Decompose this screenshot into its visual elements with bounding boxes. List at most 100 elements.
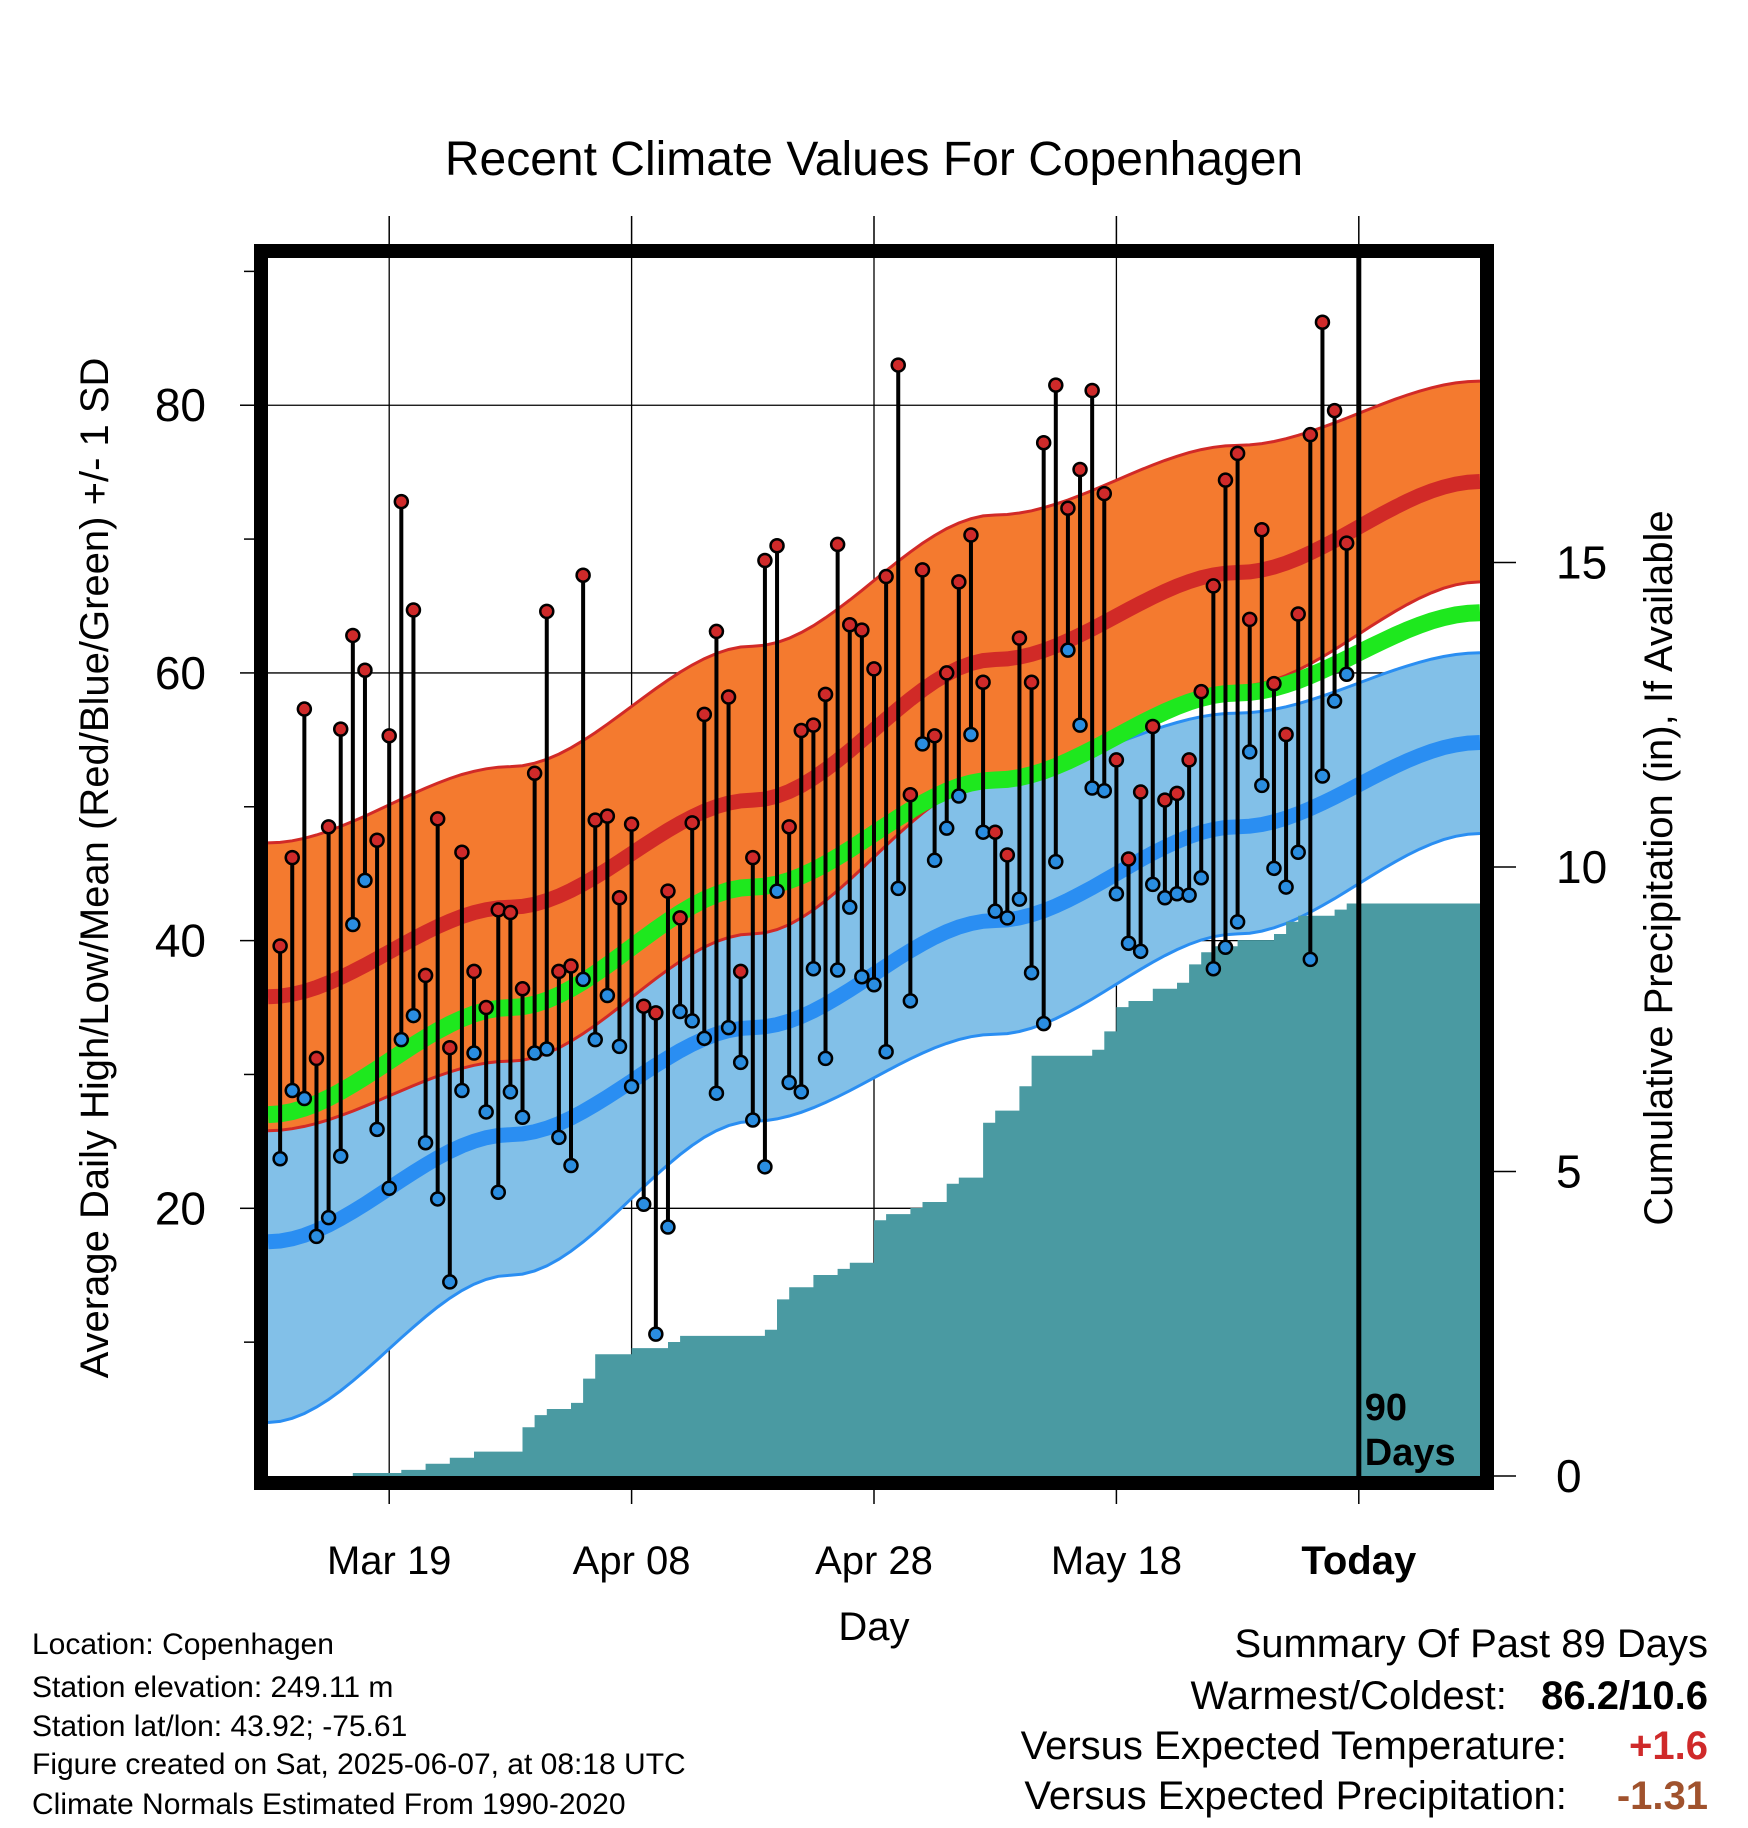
daily-low-point — [308, 1228, 325, 1245]
daily-high-point — [914, 562, 931, 578]
daily-low-point — [1023, 964, 1040, 981]
x-axis-label: Day — [838, 1605, 909, 1649]
daily-low-point — [272, 1151, 288, 1167]
daily-high-point — [866, 661, 882, 677]
daily-low-point — [914, 736, 931, 752]
daily-high-point — [514, 981, 531, 997]
y2-tick-label: 0 — [1556, 1450, 1582, 1502]
daily-low-point — [805, 960, 822, 977]
plot-frame — [254, 244, 1494, 1490]
daily-high-point — [757, 552, 773, 569]
daily-high-point — [1254, 521, 1270, 538]
daily-low-point — [793, 1084, 810, 1100]
daily-low-point — [672, 1003, 688, 1020]
daily-low-point — [1229, 914, 1246, 930]
daily-low-point — [1048, 853, 1064, 870]
daily-high-point — [1278, 726, 1294, 743]
daily-low-point — [1266, 860, 1282, 877]
temp-vs-expected-label: Versus Expected Temperature: — [1020, 1724, 1567, 1768]
daily-high-point — [1193, 683, 1209, 700]
daily-high-point — [1157, 792, 1173, 808]
summary-title: Summary Of Past 89 Days — [1234, 1622, 1708, 1666]
daily-low-point — [587, 1031, 603, 1048]
summary-warmest-coldest: Warmest/Coldest: 86.2/10.6 — [1191, 1676, 1709, 1716]
daily-low-point — [369, 1121, 385, 1138]
daily-low-point — [732, 1054, 749, 1071]
daily-high-point — [732, 963, 749, 980]
daily-low-point — [1060, 642, 1076, 658]
daily-high-point — [1338, 535, 1355, 551]
daily-low-point — [502, 1084, 519, 1100]
daily-high-point — [599, 808, 616, 824]
daily-high-point — [1023, 674, 1040, 691]
y2-tick-label: 5 — [1556, 1146, 1582, 1198]
summary-precipitation: Versus Expected Precipitation: -1.31 — [1024, 1776, 1708, 1816]
daily-high-point — [405, 602, 422, 618]
daily-high-point — [817, 686, 834, 703]
daily-high-point — [1060, 500, 1076, 517]
today-days-label: 90 Days — [1365, 1387, 1456, 1474]
daily-low-point — [1278, 879, 1294, 895]
daily-low-point — [1145, 876, 1161, 893]
daily-high-point — [369, 832, 385, 848]
daily-high-point — [539, 603, 555, 620]
daily-low-point — [599, 987, 616, 1004]
daily-low-point — [963, 726, 979, 743]
precipitation-area — [268, 903, 1480, 1476]
daily-low-point — [551, 1129, 567, 1146]
daily-high-point — [1241, 611, 1258, 628]
daily-low-point — [878, 1043, 894, 1060]
daily-low-point — [1108, 886, 1125, 902]
daily-low-point — [1035, 1015, 1052, 1032]
daily-low-point — [757, 1159, 773, 1175]
daily-high-point — [1266, 675, 1282, 692]
today-days-line1: 90 — [1365, 1387, 1407, 1429]
daily-low-point — [623, 1078, 640, 1095]
daily-high-point — [575, 567, 591, 583]
daily-high-point — [1108, 752, 1125, 768]
daily-high-point — [1011, 630, 1028, 646]
daily-high-point — [951, 574, 967, 590]
daily-low-point — [684, 1013, 700, 1029]
daily-low-point — [611, 1038, 628, 1055]
daily-high-point — [1084, 382, 1100, 399]
y-tick-label: 20 — [155, 1182, 206, 1234]
daily-low-point — [563, 1157, 579, 1174]
daily-low-point — [1314, 768, 1331, 784]
daily-high-point — [660, 883, 676, 899]
daily-low-point — [575, 971, 591, 988]
info-normals: Climate Normals Estimated From 1990-2020 — [32, 1788, 626, 1821]
daily-high-point — [793, 722, 810, 739]
daily-low-point — [1302, 951, 1319, 968]
daily-low-point — [490, 1184, 507, 1200]
daily-low-point — [514, 1109, 531, 1126]
daily-low-point — [1193, 869, 1209, 886]
daily-high-point — [345, 627, 361, 644]
warmest-coldest-label: Warmest/Coldest: — [1190, 1674, 1507, 1718]
daily-low-point — [842, 899, 858, 915]
daily-low-point — [1181, 887, 1197, 903]
daily-low-point — [696, 1030, 713, 1047]
daily-low-point — [1241, 744, 1258, 760]
daily-high-point — [1132, 784, 1149, 800]
daily-low-point — [1217, 939, 1234, 956]
daily-high-point — [272, 938, 288, 954]
info-created: Figure created on Sat, 2025-06-07, at 08… — [32, 1748, 686, 1781]
daily-high-point — [417, 967, 434, 984]
x-tick-label: Apr 08 — [573, 1539, 691, 1583]
info-latlon: Station lat/lon: 43.92; -75.61 — [32, 1710, 408, 1743]
daily-low-point — [1290, 844, 1306, 861]
daily-low-point — [708, 1085, 725, 1101]
daily-low-point — [635, 1196, 652, 1213]
warmest-coldest-value: 86.2/10.6 — [1541, 1674, 1708, 1718]
daily-low-point — [781, 1074, 797, 1091]
daily-high-point — [1181, 752, 1197, 768]
daily-high-point — [1072, 461, 1088, 478]
daily-high-point — [611, 890, 628, 906]
axes: 20 40 60 80 0 5 10 15 Mar 19 Apr 08 Apr 28 May 18 To… — [155, 216, 1607, 1583]
daily-high-point — [563, 958, 579, 974]
daily-high-point — [1145, 718, 1161, 735]
daily-low-point — [1132, 943, 1149, 960]
daily-high-point — [1035, 434, 1052, 451]
daily-high-point — [938, 665, 955, 681]
